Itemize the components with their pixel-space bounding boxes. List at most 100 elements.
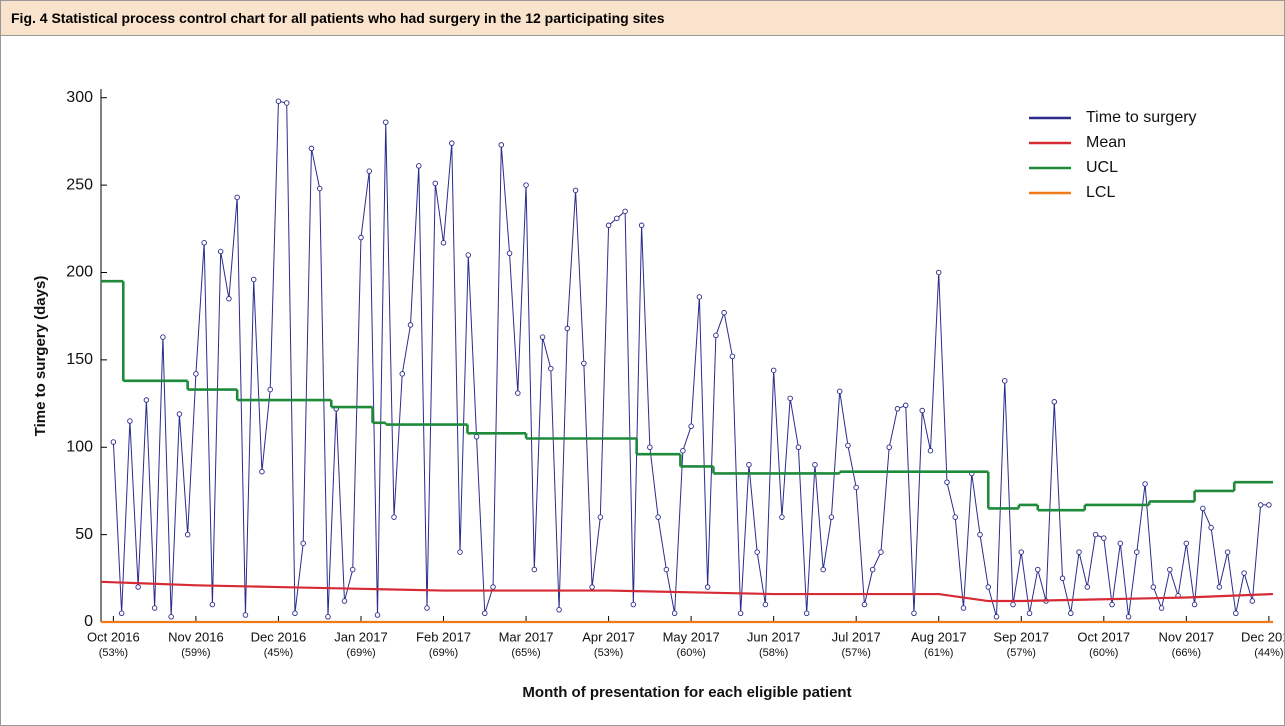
data-point xyxy=(275,98,282,104)
data-point xyxy=(655,514,661,520)
data-point xyxy=(135,584,141,590)
data-point xyxy=(1266,502,1272,508)
data-point xyxy=(894,406,901,412)
data-point xyxy=(622,208,628,215)
x-tick-label: Apr 2017 xyxy=(582,629,635,644)
x-tick-sublabel: (58%) xyxy=(759,647,788,659)
data-point xyxy=(1200,505,1206,512)
data-point xyxy=(952,514,958,520)
data-point xyxy=(457,549,463,555)
data-point xyxy=(614,215,620,222)
x-tick-sublabel: (60%) xyxy=(1089,647,1118,659)
x-tick-label: Jun 2017 xyxy=(747,629,801,644)
data-point xyxy=(366,168,372,174)
data-point xyxy=(1191,601,1198,608)
data-point xyxy=(110,439,117,445)
x-tick-sublabel: (69%) xyxy=(346,647,375,659)
data-point xyxy=(349,566,356,573)
data-point xyxy=(1068,610,1074,617)
data-point xyxy=(762,601,769,608)
x-tick-sublabel: (65%) xyxy=(511,647,540,659)
data-point xyxy=(944,479,950,485)
data-point xyxy=(201,240,207,246)
data-point xyxy=(127,418,133,424)
data-point xyxy=(696,294,703,300)
legend-label: UCL xyxy=(1086,159,1118,176)
data-point xyxy=(151,605,158,611)
data-point xyxy=(308,145,315,152)
data-point xyxy=(803,610,810,617)
data-point xyxy=(927,447,934,454)
data-point xyxy=(209,601,216,608)
data-point xyxy=(1092,531,1099,538)
data-point xyxy=(713,332,719,339)
data-point xyxy=(226,295,232,302)
data-point xyxy=(391,514,397,520)
data-point xyxy=(572,187,579,194)
data-point xyxy=(292,610,298,617)
x-tick-sublabel: (57%) xyxy=(1007,647,1036,659)
data-point xyxy=(556,607,562,613)
x-tick-sublabel: (57%) xyxy=(842,647,871,659)
legend-label: Time to surgery xyxy=(1086,109,1197,126)
data-point xyxy=(737,610,744,617)
y-tick-label: 150 xyxy=(66,351,93,368)
data-point xyxy=(1241,570,1247,576)
data-point xyxy=(341,598,348,604)
data-point xyxy=(143,397,150,403)
data-point xyxy=(523,182,529,188)
x-tick-sublabel: (44%) xyxy=(1254,647,1283,659)
data-point xyxy=(1035,566,1041,573)
data-point xyxy=(449,140,455,146)
data-point xyxy=(721,309,727,316)
data-point xyxy=(1101,535,1107,541)
data-point xyxy=(1167,566,1173,573)
data-point xyxy=(259,468,265,475)
x-tick-sublabel: (59%) xyxy=(181,647,210,659)
data-point xyxy=(1249,598,1256,604)
data-point xyxy=(853,484,859,491)
data-point xyxy=(1134,549,1140,555)
x-axis-label: Month of presentation for each eligible … xyxy=(522,684,851,701)
data-point xyxy=(787,395,793,402)
data-point xyxy=(746,461,752,468)
y-tick-label: 100 xyxy=(66,438,93,455)
data-point xyxy=(506,250,513,257)
data-point xyxy=(935,269,942,276)
data-point xyxy=(515,390,521,396)
x-tick-sublabel: (53%) xyxy=(99,647,128,659)
data-point xyxy=(647,444,653,450)
data-point xyxy=(1018,549,1025,555)
data-point xyxy=(1208,524,1214,531)
data-point xyxy=(1059,575,1066,582)
figure-title: Fig. 4 Statistical process control chart… xyxy=(1,1,1284,36)
data-point xyxy=(680,447,686,454)
data-point xyxy=(597,514,604,520)
x-tick-sublabel: (53%) xyxy=(594,647,623,659)
data-point xyxy=(1150,584,1157,590)
data-point xyxy=(1125,614,1132,620)
x-tick-label: Aug 2017 xyxy=(911,629,967,644)
data-point xyxy=(498,142,505,148)
data-point xyxy=(861,601,868,608)
data-point xyxy=(795,444,802,450)
data-point xyxy=(671,610,678,617)
x-tick-label: Mar 2017 xyxy=(499,629,554,644)
data-point xyxy=(812,461,818,468)
data-point xyxy=(325,614,331,620)
data-point xyxy=(548,365,554,372)
chart: Time to surgery (days) Month of presenta… xyxy=(32,89,1284,701)
data-point xyxy=(911,610,917,617)
data-point xyxy=(638,222,645,229)
data-point xyxy=(424,605,430,611)
x-tick-sublabel: (69%) xyxy=(429,647,458,659)
y-axis-label: Time to surgery (days) xyxy=(32,276,49,437)
x-tick-label: Oct 2016 xyxy=(87,629,140,644)
data-point xyxy=(581,360,587,367)
data-point xyxy=(531,566,538,573)
data-point xyxy=(589,584,595,590)
data-point xyxy=(993,614,1000,620)
x-tick-label: Nov 2017 xyxy=(1159,629,1215,644)
data-point xyxy=(1224,549,1231,555)
